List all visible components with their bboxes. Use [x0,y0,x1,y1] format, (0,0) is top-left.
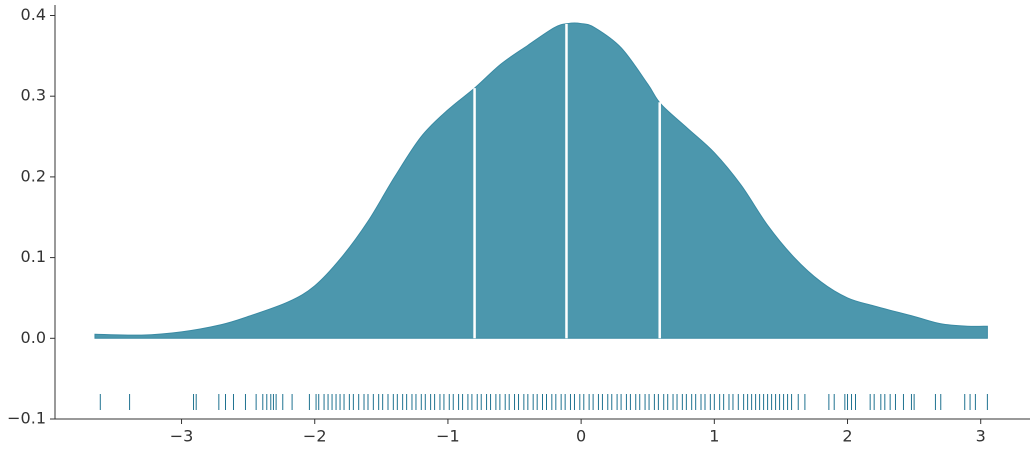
y-tick-label: −0.1 [7,409,46,428]
x-tick-label: 0 [576,427,586,446]
y-tick-label: 0.0 [21,328,46,347]
x-tick-label: 3 [976,427,986,446]
x-tick-label: −1 [436,427,460,446]
x-tick-label: 2 [842,427,852,446]
y-tick-label: 0.4 [21,5,46,24]
density-area [94,22,988,339]
y-tick-label: 0.1 [21,247,46,266]
x-tick-label: 1 [709,427,719,446]
y-tick-label: 0.2 [21,166,46,185]
x-tick-label: −2 [303,427,327,446]
x-tick-label: −3 [170,427,194,446]
y-tick-label: 0.3 [21,86,46,105]
